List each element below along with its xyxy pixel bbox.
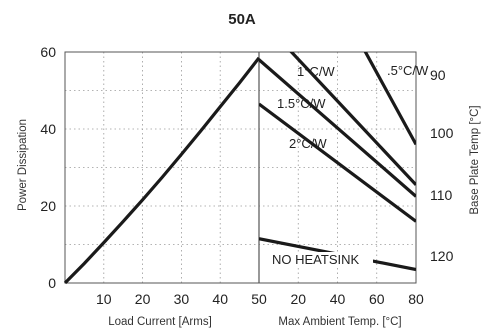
series-derating-3 — [259, 102, 416, 223]
right-y-tick-label-110: 110 — [430, 187, 453, 203]
x-tick-label-left-30: 30 — [174, 291, 190, 307]
series-derating-1 — [289, 52, 416, 186]
y-tick-label-0: 0 — [48, 275, 56, 291]
curve-labels: .5°C/W 1°C/W 1.5°C/W 2°C/W NO HEATSINK — [269, 63, 429, 268]
right-y-tick-label-100: 100 — [430, 125, 454, 141]
series-derating-2 — [259, 58, 416, 198]
curve-label-4: NO HEATSINK — [272, 252, 359, 267]
curve-label-2: 1.5°C/W — [277, 96, 326, 111]
x-tick-label-left-40: 40 — [212, 291, 228, 307]
curve-label-0: .5°C/W — [387, 63, 429, 78]
y-tick-label-40: 40 — [40, 121, 56, 137]
right-y-tick-label-120: 120 — [430, 248, 454, 264]
y-axis-label-power-dissipation: Power Dissipation — [17, 119, 29, 211]
series-derating-0 — [363, 52, 416, 146]
chart-title: 50A — [228, 11, 256, 28]
plot-border — [64, 51, 417, 284]
series-layer — [63, 52, 416, 285]
curve-label-bg — [269, 252, 373, 268]
series-power-vs-current — [63, 56, 261, 285]
x-tick-label-left-20: 20 — [135, 291, 151, 307]
y-tick-label-60: 60 — [40, 44, 56, 60]
x-tick-label-left-50: 50 — [251, 291, 267, 307]
x-tick-label-right-20: 20 — [290, 291, 306, 307]
x-tick-label-right-40: 40 — [330, 291, 346, 307]
curve-label-1: 1°C/W — [297, 64, 335, 79]
plot-frame — [64, 51, 417, 284]
x-tick-label-right-60: 60 — [369, 291, 385, 307]
x-tick-label-right-80: 80 — [408, 291, 424, 307]
x-tick-label-left-10: 10 — [96, 291, 112, 307]
tick-labels: 0 20 40 60 10 20 30 40 50 20 40 60 80 90 100 110 120 — [40, 44, 453, 307]
y-axis-label-base-plate-temp: Base Plate Temp [°C] — [469, 105, 481, 214]
y-tick-label-20: 20 — [40, 198, 56, 214]
right-y-tick-label-90: 90 — [430, 67, 446, 83]
curve-label-3: 2°C/W — [289, 136, 327, 151]
x-axis-label-ambient-temp: Max Ambient Temp. [°C] — [278, 316, 401, 328]
x-axis-label-load-current: Load Current [Arms] — [108, 316, 212, 328]
grid-layer — [65, 51, 416, 283]
